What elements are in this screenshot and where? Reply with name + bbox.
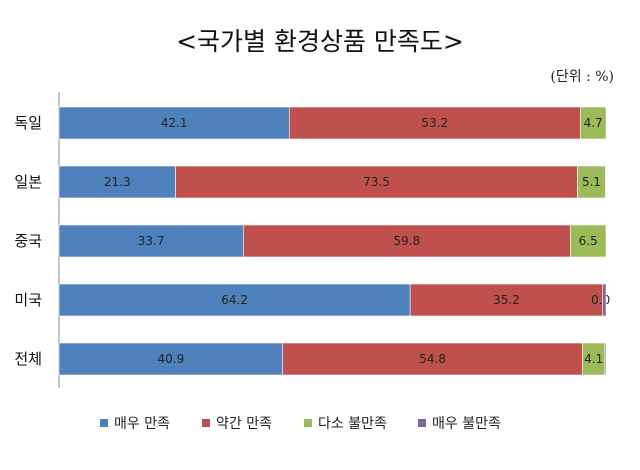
category-label: 중국 — [14, 232, 42, 250]
legend-label: 다소 불만족 — [318, 416, 387, 432]
data-label: 5.1 — [582, 175, 601, 189]
legend-swatch — [100, 419, 108, 427]
bar-segment — [409, 283, 604, 317]
category-label: 미국 — [14, 291, 42, 309]
bar-segment — [570, 224, 607, 258]
bar-segment — [579, 106, 607, 140]
bar-segment — [602, 283, 607, 317]
data-label: 4.7 — [584, 116, 603, 130]
bar-segment — [58, 106, 290, 140]
bar-segment — [58, 283, 411, 317]
data-label: 42.1 — [161, 116, 188, 130]
data-label: 54.8 — [419, 352, 446, 366]
legend-swatch — [202, 419, 210, 427]
category-label: 독일 — [14, 114, 42, 132]
bar-segment — [175, 165, 578, 199]
legend-swatch — [304, 419, 312, 427]
bar-segment — [243, 224, 571, 258]
legend-swatch — [418, 419, 426, 427]
category-label: 전체 — [14, 350, 42, 368]
data-label: 53.2 — [421, 116, 448, 130]
bar-segment — [604, 342, 607, 376]
data-label: 64.2 — [221, 293, 248, 307]
data-label: 35.2 — [493, 293, 520, 307]
data-label: 59.8 — [394, 234, 421, 248]
data-label: 33.7 — [138, 234, 165, 248]
bar-segment — [58, 224, 244, 258]
bar-segment — [282, 342, 583, 376]
chart-title: <국가별 환경상품 만족도> — [176, 27, 464, 56]
data-label: 6.5 — [579, 234, 598, 248]
data-label: 0.0 — [591, 293, 610, 307]
legend-label: 매우 만족 — [114, 416, 170, 432]
data-label: 4.1 — [584, 352, 603, 366]
bar-segment — [58, 165, 176, 199]
data-label: 73.5 — [363, 175, 390, 189]
bar-segment — [58, 342, 284, 376]
category-label: 일본 — [14, 173, 42, 191]
legend-label: 약간 만족 — [216, 416, 272, 432]
bar-segment — [577, 165, 606, 199]
legend-label: 매우 불만족 — [432, 416, 501, 432]
data-label: 40.9 — [158, 352, 185, 366]
data-label: 21.3 — [104, 175, 131, 189]
unit-note: (단위 : %) — [550, 69, 614, 85]
